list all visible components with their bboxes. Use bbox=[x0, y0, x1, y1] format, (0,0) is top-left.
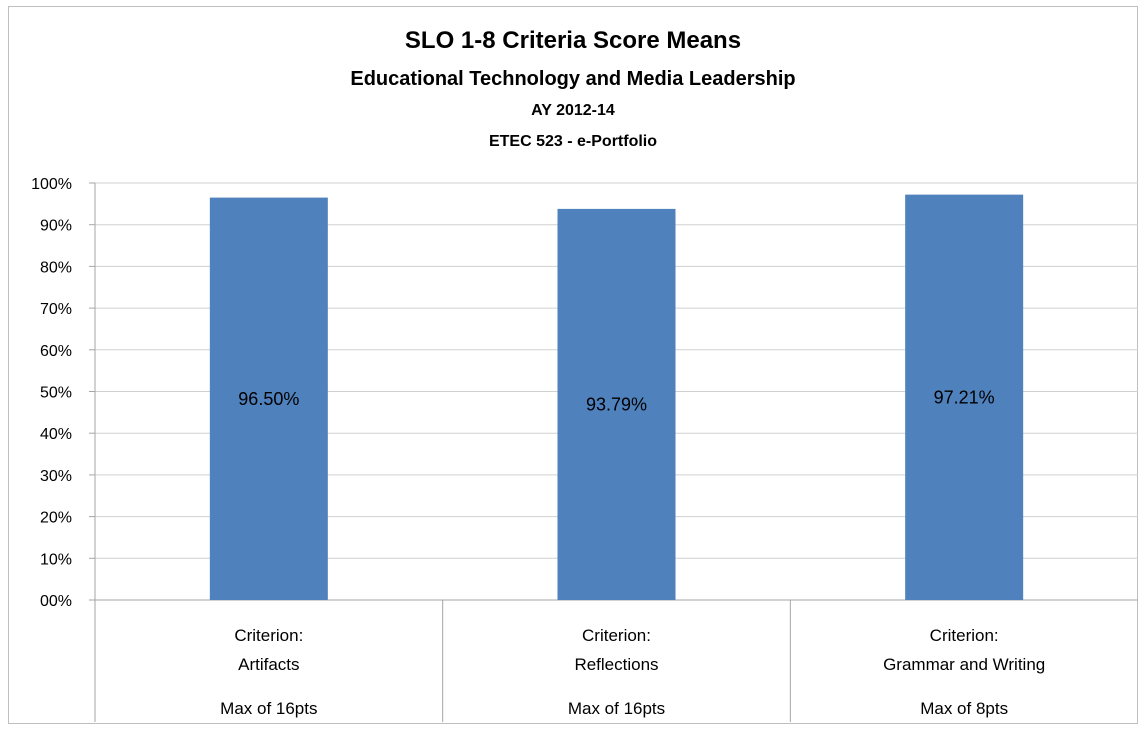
category-label: Criterion: bbox=[234, 626, 303, 645]
y-tick-label: 100% bbox=[31, 176, 72, 193]
data-label: 96.50% bbox=[238, 389, 299, 409]
y-tick-label: 60% bbox=[40, 343, 72, 360]
category-label: Criterion: bbox=[582, 626, 651, 645]
y-tick-label: 20% bbox=[40, 510, 72, 527]
y-tick-label: 80% bbox=[40, 259, 72, 276]
category-max-label: Max of 16pts bbox=[220, 699, 317, 718]
y-tick-label: 90% bbox=[40, 218, 72, 235]
y-tick-label: 40% bbox=[40, 426, 72, 443]
chart-subtitle: Educational Technology and Media Leaders… bbox=[350, 68, 796, 90]
chart-subtitle-course: ETEC 523 - e-Portfolio bbox=[488, 133, 658, 150]
bar bbox=[209, 197, 328, 600]
category-label: Reflections bbox=[574, 655, 658, 674]
data-label: 93.79% bbox=[586, 394, 647, 414]
category-max-label: Max of 16pts bbox=[568, 699, 665, 718]
chart-subtitle-year: AY 2012-14 bbox=[531, 102, 615, 119]
chart-title: SLO 1-8 Criteria Score Means bbox=[404, 27, 742, 54]
bar bbox=[905, 194, 1024, 601]
category-max-label: Max of 8pts bbox=[920, 699, 1008, 718]
category-label: Grammar and Writing bbox=[883, 655, 1045, 674]
category-label: Artifacts bbox=[238, 655, 299, 674]
category-label: Criterion: bbox=[930, 626, 999, 645]
y-tick-label: 10% bbox=[40, 551, 72, 568]
y-tick-label: 50% bbox=[40, 385, 72, 402]
bar bbox=[557, 208, 676, 601]
y-tick-label: 70% bbox=[40, 301, 72, 318]
data-label: 97.21% bbox=[934, 387, 995, 407]
y-tick-label: 30% bbox=[40, 468, 72, 485]
y-tick-label: 00% bbox=[40, 593, 72, 610]
